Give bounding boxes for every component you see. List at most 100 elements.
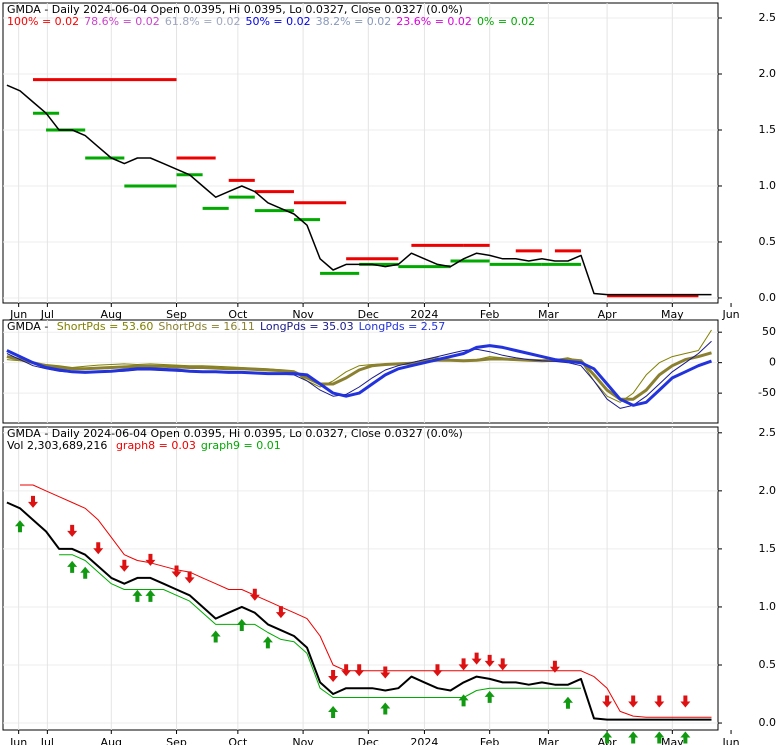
legend-entry: 23.6% = 0.02 bbox=[396, 15, 472, 28]
buy-arrow bbox=[562, 696, 573, 709]
sell-arrow bbox=[471, 652, 482, 665]
y-tick-label: 2.0 bbox=[759, 484, 777, 497]
buy-arrow bbox=[458, 694, 469, 707]
x-tick-label: Mar bbox=[538, 308, 559, 321]
x-tick-label: Dec bbox=[358, 308, 379, 321]
buy-arrow bbox=[680, 731, 691, 744]
x-tick-label: Sep bbox=[166, 308, 187, 321]
y-tick-label: 2.0 bbox=[759, 67, 777, 80]
x-tick-label: Oct bbox=[228, 736, 248, 745]
panel-title: GMDA - Daily 2024-06-04 Open 0.0395, Hi … bbox=[7, 427, 463, 440]
sell-arrow bbox=[484, 654, 495, 667]
x-tick-label: Sep bbox=[166, 736, 187, 745]
sell-arrow bbox=[341, 664, 352, 677]
buy-arrow bbox=[328, 706, 339, 719]
buy-arrow bbox=[654, 731, 665, 744]
panel-title: GMDA - Daily 2024-06-04 Open 0.0395, Hi … bbox=[7, 3, 463, 16]
legend-entry: 0% = 0.02 bbox=[477, 15, 535, 28]
sell-arrow bbox=[497, 658, 508, 671]
legend-entry: 38.2% = 0.02 bbox=[316, 15, 392, 28]
x-tick-label: Feb bbox=[480, 736, 499, 745]
buy-arrow bbox=[380, 702, 391, 715]
y-tick-label: 0.5 bbox=[759, 658, 777, 671]
y-tick-label: 2.5 bbox=[759, 11, 777, 24]
buy-arrow bbox=[145, 589, 156, 602]
series-line bbox=[20, 484, 712, 718]
plot-frame bbox=[2, 2, 719, 304]
buy-arrow bbox=[602, 731, 613, 744]
y-tick-label: 1.5 bbox=[759, 542, 777, 555]
x-tick-label: May bbox=[661, 308, 684, 321]
sell-arrow bbox=[458, 658, 469, 671]
legend: GMDA - ShortPds = 53.60 ShortPds = 16.11 L… bbox=[7, 320, 445, 333]
y-tick-label: 2.5 bbox=[759, 426, 777, 439]
legend-prefix: GMDA - bbox=[7, 320, 52, 333]
y-tick-label: 1.5 bbox=[759, 123, 777, 136]
y-tick-label: 1.0 bbox=[759, 600, 777, 613]
buy-arrow bbox=[628, 731, 639, 744]
buy-arrow bbox=[210, 630, 221, 643]
sell-arrow bbox=[145, 553, 156, 566]
legend-entry: 100% = 0.02 bbox=[7, 15, 79, 28]
legend-entry: LongPds = 2.57 bbox=[359, 320, 446, 333]
sell-arrow bbox=[680, 695, 691, 708]
sell-arrow bbox=[328, 670, 339, 683]
y-tick-label: 0.5 bbox=[759, 235, 777, 248]
spacer bbox=[107, 439, 111, 452]
x-tick-label: 2024 bbox=[410, 308, 438, 321]
series-line bbox=[6, 344, 712, 407]
sell-arrow bbox=[119, 559, 130, 572]
legend-entry: ShortPds = 16.11 bbox=[158, 320, 255, 333]
sell-arrow bbox=[432, 664, 443, 677]
x-tick-label: Jul bbox=[40, 308, 54, 321]
x-tick-label: Jun bbox=[9, 736, 27, 745]
legend-entry: 78.6% = 0.02 bbox=[84, 15, 160, 28]
sell-arrow bbox=[602, 695, 613, 708]
x-tick-label: Nov bbox=[292, 736, 314, 745]
legend-entry: graph8 = 0.03 bbox=[116, 439, 196, 452]
y-tick-label: 50 bbox=[762, 325, 776, 338]
y-tick-label: 1.0 bbox=[759, 179, 777, 192]
sell-arrow bbox=[654, 695, 665, 708]
x-tick-label: Jun bbox=[721, 308, 739, 321]
y-tick-label: 0.0 bbox=[759, 716, 777, 729]
legend: Vol 2,303,689,216 graph8 = 0.03 graph9 = … bbox=[7, 439, 281, 452]
sell-arrow bbox=[354, 664, 365, 677]
series-line bbox=[6, 84, 712, 296]
y-tick-label: -50 bbox=[758, 386, 776, 399]
x-tick-label: Jun bbox=[9, 308, 27, 321]
x-tick-label: Feb bbox=[480, 308, 499, 321]
x-tick-label: Apr bbox=[598, 308, 618, 321]
x-tick-label: Jul bbox=[40, 736, 54, 745]
buy-arrow bbox=[484, 690, 495, 703]
x-tick-label: 2024 bbox=[410, 736, 438, 745]
sell-arrow bbox=[93, 542, 104, 555]
x-tick-label: Nov bbox=[292, 308, 314, 321]
buy-arrow bbox=[80, 566, 91, 579]
legend-entry: 61.8% = 0.02 bbox=[165, 15, 241, 28]
series-line bbox=[6, 351, 712, 401]
buy-arrow bbox=[132, 589, 143, 602]
sell-arrow bbox=[171, 565, 182, 578]
plot-frame bbox=[2, 426, 719, 731]
sell-arrow bbox=[380, 666, 391, 679]
x-tick-label: Mar bbox=[538, 736, 559, 745]
x-tick-label: Aug bbox=[101, 308, 122, 321]
sell-arrow bbox=[275, 606, 286, 619]
y-tick-label: 0.0 bbox=[759, 291, 777, 304]
legend-entry: LongPds = 35.03 bbox=[260, 320, 354, 333]
series-line bbox=[6, 501, 712, 721]
sell-arrow bbox=[249, 588, 260, 601]
x-tick-label: May bbox=[661, 736, 684, 745]
buy-arrow bbox=[262, 636, 273, 649]
sell-arrow bbox=[184, 571, 195, 584]
volume-label: Vol 2,303,689,216 bbox=[7, 439, 107, 452]
x-tick-label: Jun bbox=[721, 736, 739, 745]
sell-arrow bbox=[28, 495, 39, 508]
sell-arrow bbox=[67, 524, 78, 537]
legend-entry: ShortPds = 53.60 bbox=[57, 320, 154, 333]
sell-arrow bbox=[628, 695, 639, 708]
sell-arrow bbox=[549, 660, 560, 673]
series-line bbox=[59, 554, 581, 698]
